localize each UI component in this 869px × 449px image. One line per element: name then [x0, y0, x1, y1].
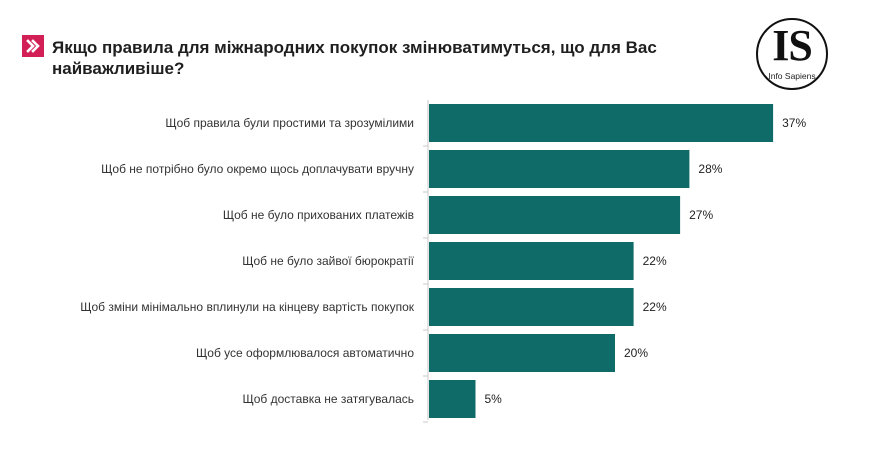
value-label: 20%	[624, 346, 648, 360]
category-label: Щоб не було прихованих платежів	[223, 208, 414, 222]
logo-letters: IS	[772, 21, 813, 70]
bar	[429, 104, 774, 142]
bar	[429, 196, 681, 234]
logo-circle-icon	[756, 18, 828, 90]
logo-name: Info Sapiens	[768, 71, 816, 81]
category-label: Щоб не потрібно було окремо щось доплачу…	[101, 162, 414, 176]
value-label: 5%	[485, 392, 503, 406]
info-sapiens-logo: IS Info Sapiens	[752, 16, 832, 92]
bar	[429, 380, 476, 418]
category-label: Щоб доставка не затягувалась	[243, 392, 415, 406]
category-label: Щоб усе оформлювалося автоматично	[196, 346, 414, 360]
chart-title: Якщо правила для міжнародних покупок змі…	[52, 38, 657, 78]
bar	[429, 288, 634, 326]
category-label: Щоб правила були простими та зрозумілими	[165, 116, 414, 130]
value-label: 37%	[782, 116, 806, 130]
bar	[429, 150, 690, 188]
category-label: Щоб зміни мінімально вплинули на кінцеву…	[80, 300, 415, 314]
bar	[429, 334, 615, 372]
bar	[429, 242, 634, 280]
category-label: Щоб не було зайвої бюрократії	[242, 254, 414, 268]
value-label: 28%	[698, 162, 722, 176]
value-label: 27%	[689, 208, 713, 222]
value-label: 22%	[643, 300, 667, 314]
value-label: 22%	[643, 254, 667, 268]
title-marker-icon	[22, 35, 44, 57]
